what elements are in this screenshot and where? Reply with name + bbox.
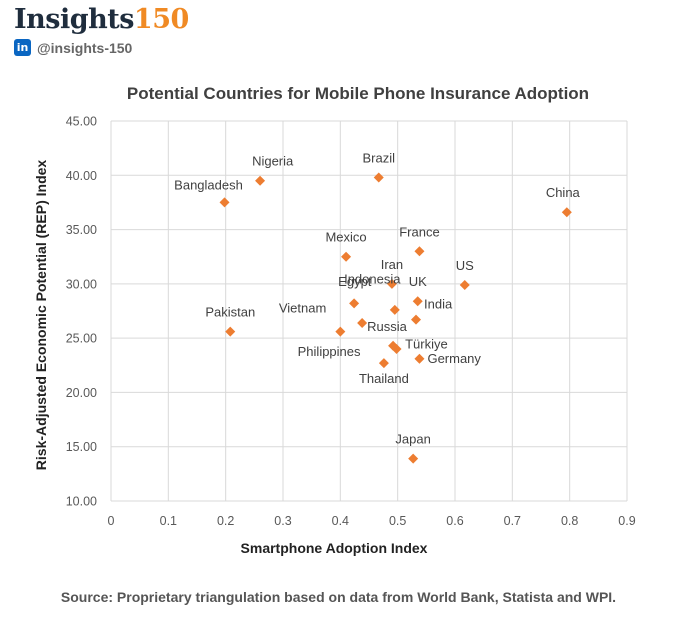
point-label-china: China [546,185,581,200]
point-label-bangladesh: Bangladesh [174,177,243,192]
insights150-logo: Insights150 [14,4,189,36]
x-tick-label-6: 0.6 [446,514,463,528]
point-germany [414,353,425,364]
point-label-india: India [424,297,453,312]
x-tick-label-3: 0.3 [274,514,291,528]
source-note: Source: Proprietary triangulation based … [60,589,617,605]
point-russia [357,317,368,328]
x-tick-label-8: 0.8 [561,514,578,528]
y-tick-label-5: 35.00 [66,223,97,237]
point-label-thailand: Thailand [359,371,409,386]
y-tick-label-0: 10.00 [66,495,97,509]
point-brazil [373,172,384,183]
point-label-germany: Germany [427,351,481,366]
point-label-russia: Russia [367,319,408,334]
point-label-vietnam: Vietnam [279,301,326,316]
point-label-uk: UK [409,274,427,289]
point-label-mexico: Mexico [325,230,366,245]
grid-lines [110,120,628,502]
point-bangladesh [219,197,230,208]
point-label-japan: Japan [395,432,430,447]
point-label-pakistan: Pakistan [205,305,255,320]
point-thailand [378,358,389,369]
point-pakistan [225,326,236,337]
y-tick-label-1: 15.00 [66,440,97,454]
x-tick-label-9: 0.9 [618,514,635,528]
y-tick-label-2: 20.00 [66,386,97,400]
linkedin-handle[interactable]: in @insights-150 [14,39,132,56]
point-japan [408,453,419,464]
logo-number: 150 [133,4,189,35]
logo-text: Insights [14,4,134,35]
x-tick-label-5: 0.5 [389,514,406,528]
point-label-nigeria: Nigeria [252,154,294,169]
point-philippines [391,344,402,354]
y-axis-label: Risk-Adjusted Economic Potential (REP) I… [33,160,49,471]
point-uk [412,296,423,307]
point-label-t-rkiye: Türkiye [405,337,448,352]
point-iran [386,278,397,289]
point-egypt [389,304,400,315]
scatter-chart: Potential Countries for Mobile Phone Ins… [33,84,636,556]
point-mexico [341,251,352,262]
chart-title: Potential Countries for Mobile Phone Ins… [127,84,589,103]
point-label-brazil: Brazil [362,150,395,165]
y-tick-label-3: 25.00 [66,332,97,346]
point-label-france: France [399,224,439,239]
x-tick-label-7: 0.7 [504,514,521,528]
x-tick-label-1: 0.1 [160,514,177,528]
point-label-us: US [456,258,474,273]
y-tick-label-7: 45.00 [66,115,97,129]
point-indonesia [349,298,360,309]
point-nigeria [255,175,266,186]
brand-header: Insights150 in @insights-150 [14,4,189,56]
linkedin-icon: in [14,39,31,56]
point-vietnam [335,326,346,337]
y-tick-label-4: 30.00 [66,277,97,291]
point-india [411,314,422,325]
x-axis-label: Smartphone Adoption Index [241,540,428,556]
point-france [414,246,425,257]
data-labels: Nigeria Brazil Bangladesh China France Mexico… [174,150,580,446]
x-tick-label-4: 0.4 [332,514,349,528]
point-label-iran: Iran [381,257,403,272]
data-points [219,172,572,464]
y-tick-label-6: 40.00 [66,169,97,183]
point-china [561,207,572,218]
x-tick-label-0: 0 [108,514,115,528]
point-label-philippines: Philippines [298,344,361,359]
point-us [459,279,470,290]
x-axis-ticks: 0 0.1 0.2 0.3 0.4 0.5 0.6 0.7 0.8 0.9 [108,514,636,528]
x-tick-label-2: 0.2 [217,514,234,528]
point-label-egypt: Egypt [338,274,372,289]
point-label-indonesia: Indonesia [344,271,401,286]
handle-text: @insights-150 [37,39,133,56]
y-axis-ticks: 10.00 15.00 20.00 25.00 30.00 35.00 40.00 45.00 [66,115,97,509]
